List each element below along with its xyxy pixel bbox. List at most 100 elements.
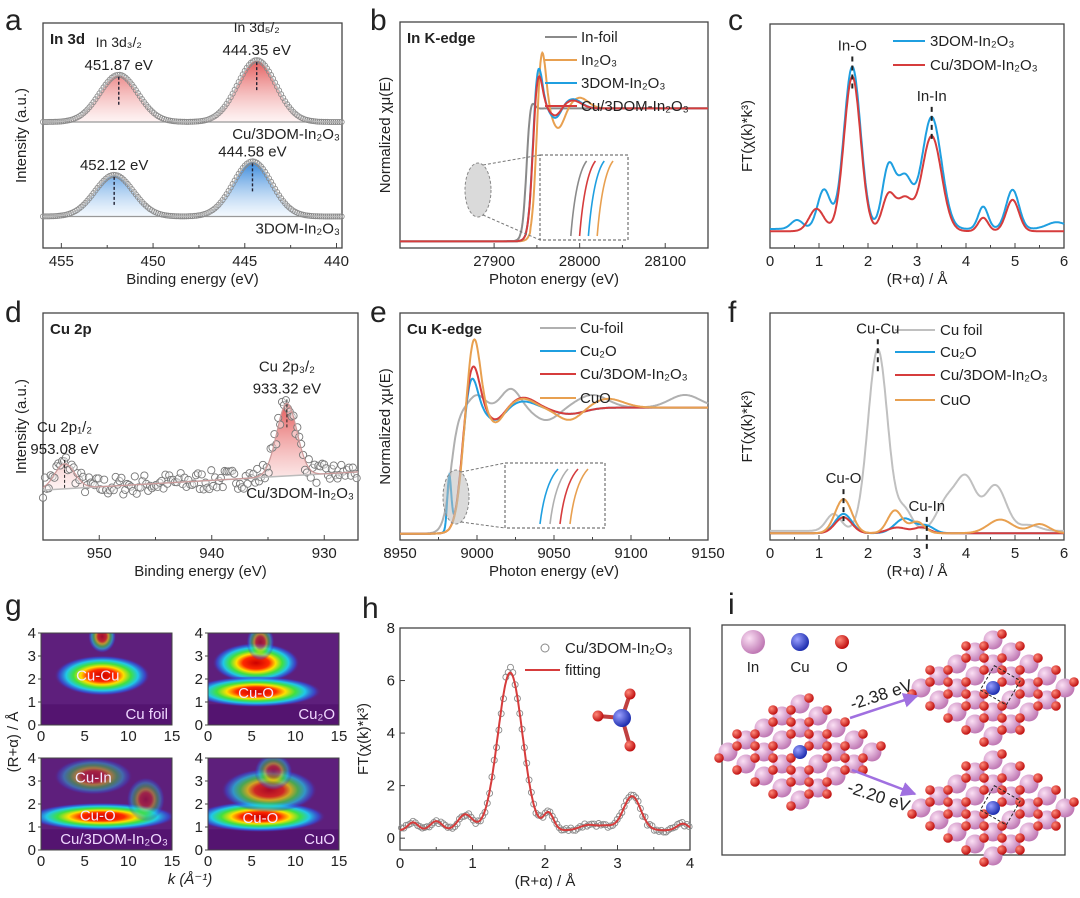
data-point [630,791,637,799]
y-axis-label: Normalized χμ(E) [377,368,394,485]
zoom-series-line [587,160,605,237]
x-tick-label: 10 [287,728,304,745]
data-point [660,828,668,836]
o-atom [979,701,989,711]
y-tick-label: 2 [28,671,36,688]
o-atom [750,729,760,739]
panel-label: d [5,296,22,329]
y-tick-label: 6 [387,673,395,690]
data-point [253,464,262,473]
peak-energy-label: 444.58 eV [218,143,286,160]
data-point [337,460,346,470]
o-atom [943,689,953,699]
x-tick-label: 940 [199,545,224,562]
intensity-blob [212,642,300,684]
o-atom [768,741,778,751]
data-point [253,159,260,166]
o-atom [1015,785,1025,795]
data-point [223,100,230,107]
o-atom [804,777,814,787]
o-atom [961,821,971,831]
o-atom [925,665,935,675]
o-atom [786,801,796,811]
legend-label: Cu/3DOM-In₂O₃ [565,640,673,657]
legend-item: 3DOM-In₂O₃ [893,33,1014,50]
data-point [100,177,107,184]
o-atom [997,845,1007,855]
x-tick-label: 10 [120,728,137,745]
o-atom [822,705,832,715]
legend-label: CuO [940,392,971,409]
o-atom [1015,713,1025,723]
data-point [213,203,220,210]
panel-title: Cu 2p [50,321,92,338]
data-point [243,479,252,488]
data-point [261,168,268,175]
data-point [263,65,270,72]
data-point [61,453,70,462]
panel-a: a 455 450 445 440 Binding energy (eV) Intensit… [5,4,349,288]
data-point [231,177,238,184]
data-point [562,825,570,833]
x-tick-label: 5 [247,853,255,870]
o-atom [997,749,1007,759]
x-axis-label: Binding energy (eV) [126,271,259,288]
legend-item: Cu/3DOM-In₂O₃ [545,98,689,115]
o-atom [1033,797,1043,807]
o-atom [979,689,989,699]
legend-label: Cu/3DOM-In₂O₃ [930,57,1038,74]
panel-f: f 0 1 2 3 4 5 6 (R+α) / Å FT(χ(k)*k³) Cu foil Cu₂O C… [728,296,1068,580]
o-atom [979,773,989,783]
legend-label: 3DOM-In₂O₃ [930,33,1014,50]
y-tick-label: 4 [28,750,36,767]
x-tick-label: 27900 [473,253,515,270]
data-point [82,108,89,115]
o-atom [1033,773,1043,783]
atom-legend-label: In [747,659,760,676]
x-tick-label: 28000 [559,253,601,270]
intensity-blob [246,633,275,661]
o-atom [997,773,1007,783]
zoom-series-line [549,468,569,525]
data-point [281,396,290,405]
data-point [257,58,264,65]
o-atom [840,765,850,775]
o-atom [1015,665,1025,675]
o-atom [1015,725,1025,735]
o-atom [997,833,1007,843]
legend-label: In-foil [581,29,618,46]
data-point [272,185,279,192]
o-atom [1015,845,1025,855]
orbital-label: Cu 2p₁/₂ [37,419,92,436]
zoom-series-line [570,160,588,237]
o-atom [786,753,796,763]
o-atom [804,789,814,799]
intensity-blob [208,801,326,833]
data-point [130,472,139,481]
x-tick-label: 3 [613,855,621,872]
peak-fill [43,60,342,122]
peak-energy-label: 953.08 eV [30,441,98,458]
panel-d: d 950 940 930 Binding energy (eV) Intensity (… [5,296,361,580]
x-tick-label: 450 [141,253,166,270]
data-point [239,71,246,78]
data-point [241,67,248,74]
data-point [264,468,273,477]
y-tick-label: 0 [195,717,203,734]
intensity-blob [88,633,117,654]
o-atom [943,785,953,795]
legend-item: 3DOM-In₂O₃ [545,75,665,92]
x-axis-label: Binding energy (eV) [134,563,267,580]
y-axis-label: FT(χ(k)*k³) [739,390,756,462]
data-point [79,472,88,481]
o-atom [997,629,1007,639]
panel-label: h [362,592,379,625]
bond-label: Cu-Cu [76,668,119,685]
o-atom [961,677,971,687]
x-tick-label: 3 [913,545,921,562]
o-atom [1051,689,1061,699]
o-atom [943,665,953,675]
o-atom [961,641,971,651]
data-point [329,461,338,470]
